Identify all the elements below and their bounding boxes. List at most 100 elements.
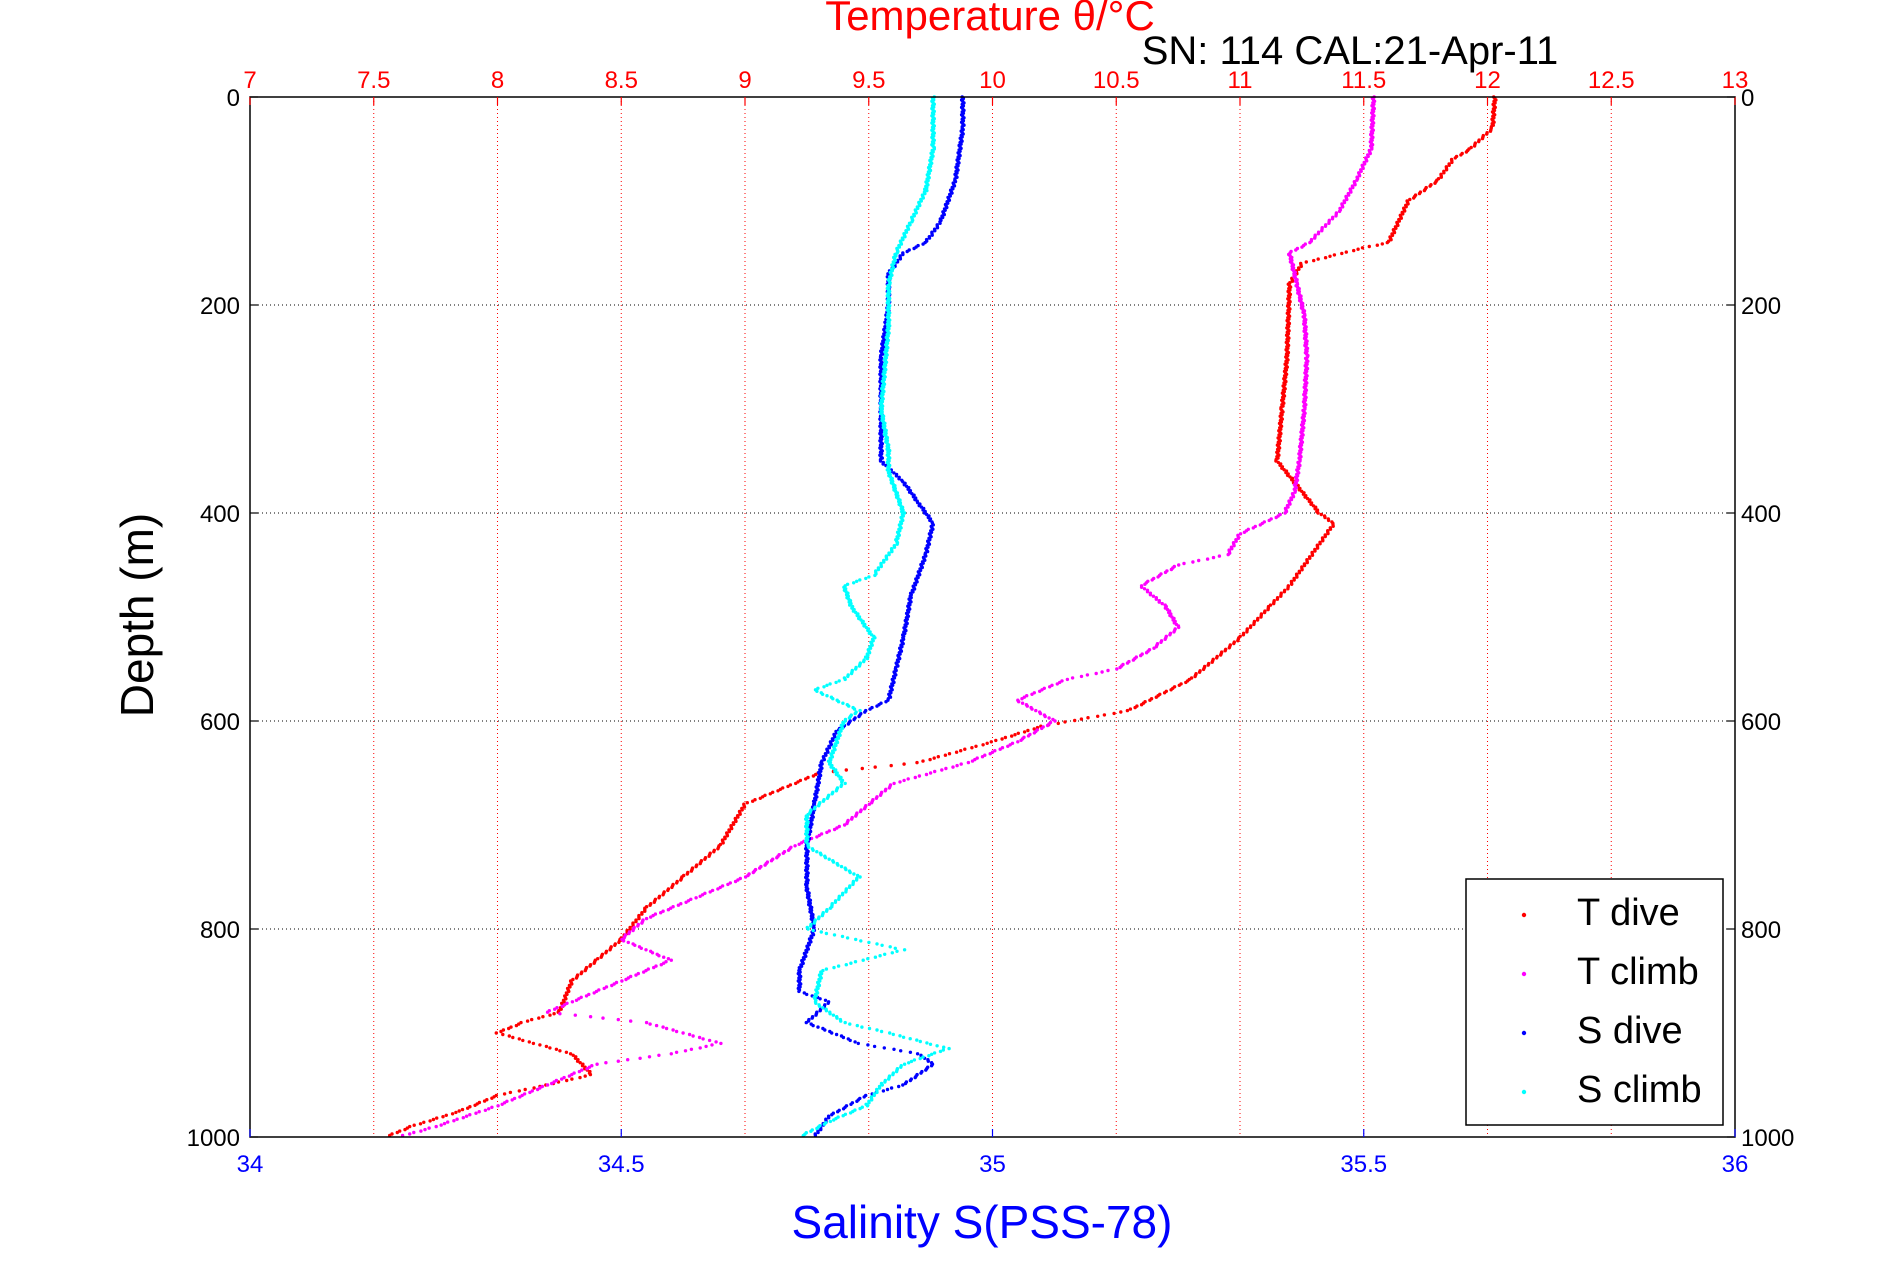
data-point xyxy=(1197,558,1201,563)
data-point xyxy=(932,1051,937,1055)
data-point xyxy=(740,808,744,812)
data-point xyxy=(1444,168,1449,172)
data-point xyxy=(1073,718,1077,723)
data-point xyxy=(499,1029,503,1034)
tick-label-temperature: 10 xyxy=(979,67,1006,94)
data-point xyxy=(880,943,884,947)
data-point xyxy=(825,796,830,800)
data-point xyxy=(574,998,579,1002)
legend-marker xyxy=(1521,912,1527,918)
data-point xyxy=(1428,184,1432,188)
data-point xyxy=(1304,260,1309,264)
data-point xyxy=(822,1122,827,1126)
data-point xyxy=(1293,490,1297,494)
data-point xyxy=(925,188,929,193)
data-point xyxy=(1326,518,1331,523)
data-point xyxy=(568,1052,573,1056)
data-point xyxy=(919,199,923,203)
data-point xyxy=(914,211,918,215)
data-point xyxy=(1201,667,1206,672)
data-point xyxy=(395,1130,399,1135)
data-point xyxy=(639,946,643,950)
data-point xyxy=(855,1023,859,1028)
data-point xyxy=(661,893,665,897)
data-point xyxy=(517,1037,521,1041)
data-point xyxy=(683,1049,688,1053)
data-point xyxy=(490,1105,494,1110)
data-point xyxy=(1217,554,1222,558)
data-point xyxy=(638,1056,642,1061)
data-point xyxy=(921,1055,925,1059)
data-point xyxy=(1355,178,1359,182)
data-point xyxy=(989,740,993,744)
data-point xyxy=(834,680,838,685)
data-point xyxy=(578,1075,582,1080)
data-point xyxy=(477,1110,481,1114)
data-point xyxy=(1404,205,1408,209)
data-point xyxy=(1227,646,1232,650)
data-point xyxy=(742,805,747,809)
data-point xyxy=(831,738,835,742)
data-point xyxy=(743,875,748,879)
data-point xyxy=(923,191,927,196)
data-point xyxy=(875,942,879,946)
data-point xyxy=(502,1092,507,1096)
data-point xyxy=(827,746,832,750)
data-point xyxy=(908,1078,913,1083)
data-point xyxy=(1086,716,1090,720)
data-point xyxy=(836,1110,840,1114)
data-point xyxy=(1032,731,1037,735)
data-point xyxy=(518,1095,522,1099)
tick-label-depth-left: 400 xyxy=(200,501,240,528)
data-point xyxy=(1363,162,1367,166)
data-point xyxy=(857,664,862,668)
data-point xyxy=(439,1123,443,1127)
data-point xyxy=(1152,646,1156,650)
data-point xyxy=(1267,518,1271,523)
data-point xyxy=(841,1107,846,1111)
data-point xyxy=(822,685,826,689)
data-point xyxy=(1472,144,1477,148)
data-point xyxy=(824,967,829,971)
data-point xyxy=(1485,132,1489,136)
data-point xyxy=(930,233,934,237)
data-point xyxy=(435,1116,439,1120)
data-point xyxy=(921,759,925,763)
data-point xyxy=(1262,610,1267,615)
data-point xyxy=(836,964,841,968)
data-point xyxy=(698,1046,702,1050)
data-point xyxy=(580,1064,585,1068)
data-point xyxy=(816,916,821,921)
data-point xyxy=(1094,671,1098,676)
data-point xyxy=(428,1119,432,1123)
data-point xyxy=(811,1023,815,1028)
data-point xyxy=(872,1044,877,1049)
data-point xyxy=(1019,738,1023,742)
data-point xyxy=(599,955,603,959)
data-point xyxy=(654,1023,659,1028)
data-point xyxy=(932,756,936,760)
data-point xyxy=(1356,247,1360,251)
data-point xyxy=(585,1067,589,1071)
data-point xyxy=(1412,196,1416,200)
data-point xyxy=(959,749,963,753)
data-point xyxy=(870,1098,874,1102)
data-point xyxy=(610,983,614,988)
data-point xyxy=(595,1062,599,1066)
data-point xyxy=(915,1052,920,1056)
data-point xyxy=(1480,136,1485,141)
data-point xyxy=(574,976,579,980)
data-point xyxy=(552,1012,556,1016)
data-point xyxy=(833,900,838,904)
data-point xyxy=(1266,607,1270,612)
data-point xyxy=(636,924,640,928)
data-point xyxy=(647,1055,652,1059)
data-point xyxy=(966,760,971,765)
data-point xyxy=(806,927,810,931)
data-point xyxy=(1115,667,1119,671)
data-point xyxy=(819,930,823,934)
data-point xyxy=(1299,264,1304,269)
data-point xyxy=(881,1089,886,1093)
data-point xyxy=(898,780,902,784)
